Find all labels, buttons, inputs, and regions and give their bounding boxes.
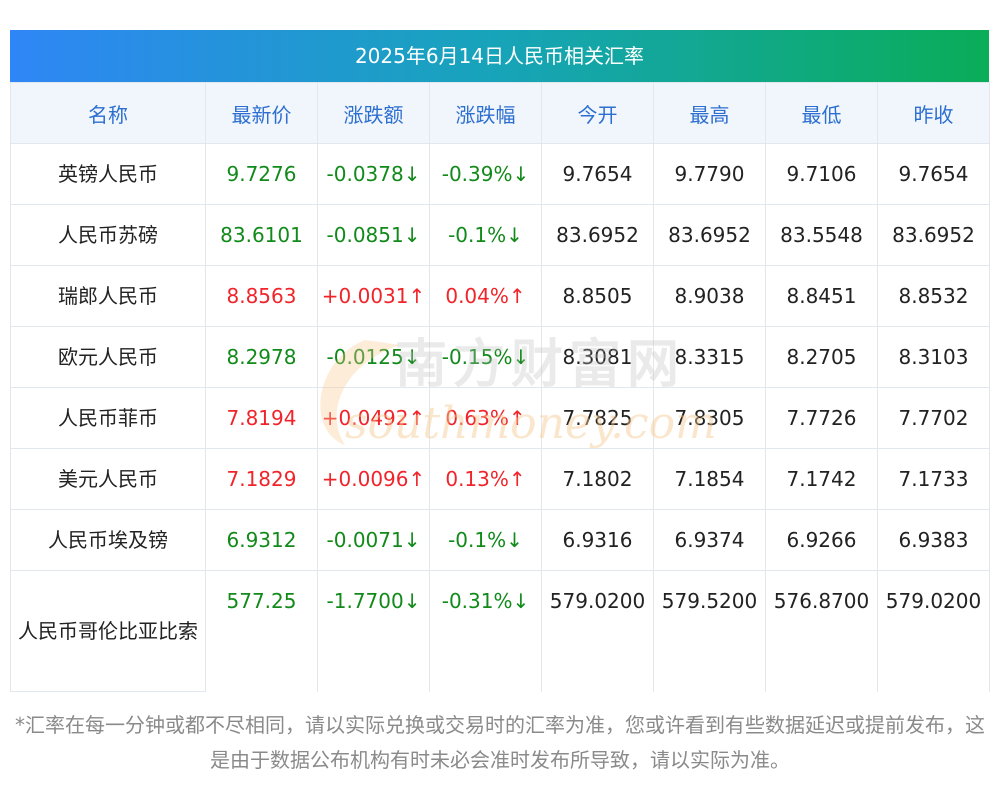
- disclaimer-note: *汇率在每一分钟或都不尽相同，请以实际兑换或交易时的汇率为准，您或许看到有些数据…: [15, 713, 985, 772]
- header-prev-close: 昨收: [877, 82, 990, 144]
- high-price: 7.8305: [653, 387, 766, 449]
- header-low: 最低: [765, 82, 878, 144]
- change-percent: -0.15%↓: [429, 326, 542, 388]
- prev-close: 579.0200: [877, 570, 990, 692]
- change-amount: -0.0378↓: [317, 143, 430, 205]
- change-percent: 0.13%↑: [429, 448, 542, 510]
- prev-close: 9.7654: [877, 143, 990, 205]
- header-latest: 最新价: [205, 82, 318, 144]
- change-amount: +0.0031↑: [317, 265, 430, 327]
- rate-name: 人民币菲币: [10, 387, 206, 449]
- header-name: 名称: [10, 82, 206, 144]
- low-price: 8.2705: [765, 326, 878, 388]
- open-price: 8.8505: [541, 265, 654, 327]
- table-row: 美元人民币 7.1829 +0.0096↑ 0.13%↑ 7.1802 7.1854 7.1…: [10, 448, 990, 510]
- latest-price: 7.8194: [205, 387, 318, 449]
- table-title-banner: 2025年6月14日人民币相关汇率: [10, 30, 989, 82]
- exchange-rate-table: 名称 最新价 涨跌额 涨跌幅 今开 最高 最低 昨收 英镑人民币 9.7276 -0…: [10, 82, 990, 692]
- change-amount: -0.0125↓: [317, 326, 430, 388]
- change-amount: +0.0096↑: [317, 448, 430, 510]
- header-high: 最高: [653, 82, 766, 144]
- change-percent: -0.39%↓: [429, 143, 542, 205]
- rate-name: 欧元人民币: [10, 326, 206, 388]
- table-header-row: 名称 最新价 涨跌额 涨跌幅 今开 最高 最低 昨收: [10, 82, 990, 144]
- header-change: 涨跌额: [317, 82, 430, 144]
- prev-close: 7.1733: [877, 448, 990, 510]
- high-price: 9.7790: [653, 143, 766, 205]
- rate-name: 美元人民币: [10, 448, 206, 510]
- open-price: 6.9316: [541, 509, 654, 571]
- latest-price: 577.25: [205, 570, 318, 692]
- low-price: 83.5548: [765, 204, 878, 266]
- change-percent: 0.63%↑: [429, 387, 542, 449]
- high-price: 579.5200: [653, 570, 766, 692]
- change-percent: -0.1%↓: [429, 204, 542, 266]
- table-row: 人民币埃及镑 6.9312 -0.0071↓ -0.1%↓ 6.9316 6.9374 6.…: [10, 509, 990, 571]
- change-percent: 0.04%↑: [429, 265, 542, 327]
- rate-name: 瑞郎人民币: [10, 265, 206, 327]
- low-price: 9.7106: [765, 143, 878, 205]
- high-price: 7.1854: [653, 448, 766, 510]
- open-price: 83.6952: [541, 204, 654, 266]
- open-price: 9.7654: [541, 143, 654, 205]
- prev-close: 8.3103: [877, 326, 990, 388]
- low-price: 8.8451: [765, 265, 878, 327]
- latest-price: 8.2978: [205, 326, 318, 388]
- change-percent: -0.1%↓: [429, 509, 542, 571]
- prev-close: 8.8532: [877, 265, 990, 327]
- open-price: 7.1802: [541, 448, 654, 510]
- rate-name: 人民币哥伦比亚比索: [10, 570, 206, 692]
- change-percent: -0.31%↓: [429, 570, 542, 692]
- latest-price: 6.9312: [205, 509, 318, 571]
- open-price: 8.3081: [541, 326, 654, 388]
- change-amount: -1.7700↓: [317, 570, 430, 692]
- open-price: 7.7825: [541, 387, 654, 449]
- high-price: 83.6952: [653, 204, 766, 266]
- change-amount: +0.0492↑: [317, 387, 430, 449]
- latest-price: 9.7276: [205, 143, 318, 205]
- high-price: 8.3315: [653, 326, 766, 388]
- rate-name: 英镑人民币: [10, 143, 206, 205]
- table-row: 人民币苏磅 83.6101 -0.0851↓ -0.1%↓ 83.6952 83.6952…: [10, 204, 990, 266]
- change-amount: -0.0071↓: [317, 509, 430, 571]
- high-price: 8.9038: [653, 265, 766, 327]
- prev-close: 83.6952: [877, 204, 990, 266]
- rate-name: 人民币苏磅: [10, 204, 206, 266]
- table-row: 人民币哥伦比亚比索 577.25 -1.7700↓ -0.31%↓ 579.0200 57…: [10, 570, 990, 692]
- low-price: 6.9266: [765, 509, 878, 571]
- table-row: 英镑人民币 9.7276 -0.0378↓ -0.39%↓ 9.7654 9.7790 9.…: [10, 143, 990, 205]
- header-open: 今开: [541, 82, 654, 144]
- table-row: 人民币菲币 7.8194 +0.0492↑ 0.63%↑ 7.7825 7.8305 7.7…: [10, 387, 990, 449]
- latest-price: 8.8563: [205, 265, 318, 327]
- header-change-pct: 涨跌幅: [429, 82, 542, 144]
- rate-table-container: 2025年6月14日人民币相关汇率 名称 最新价 涨跌额 涨跌幅 今开 最高 最…: [10, 30, 990, 692]
- rate-name: 人民币埃及镑: [10, 509, 206, 571]
- latest-price: 83.6101: [205, 204, 318, 266]
- low-price: 576.8700: [765, 570, 878, 692]
- table-row: 瑞郎人民币 8.8563 +0.0031↑ 0.04%↑ 8.8505 8.9038 8.8…: [10, 265, 990, 327]
- low-price: 7.7726: [765, 387, 878, 449]
- table-row: 欧元人民币 8.2978 -0.0125↓ -0.15%↓ 8.3081 8.3315 8.…: [10, 326, 990, 388]
- low-price: 7.1742: [765, 448, 878, 510]
- latest-price: 7.1829: [205, 448, 318, 510]
- high-price: 6.9374: [653, 509, 766, 571]
- prev-close: 6.9383: [877, 509, 990, 571]
- prev-close: 7.7702: [877, 387, 990, 449]
- change-amount: -0.0851↓: [317, 204, 430, 266]
- open-price: 579.0200: [541, 570, 654, 692]
